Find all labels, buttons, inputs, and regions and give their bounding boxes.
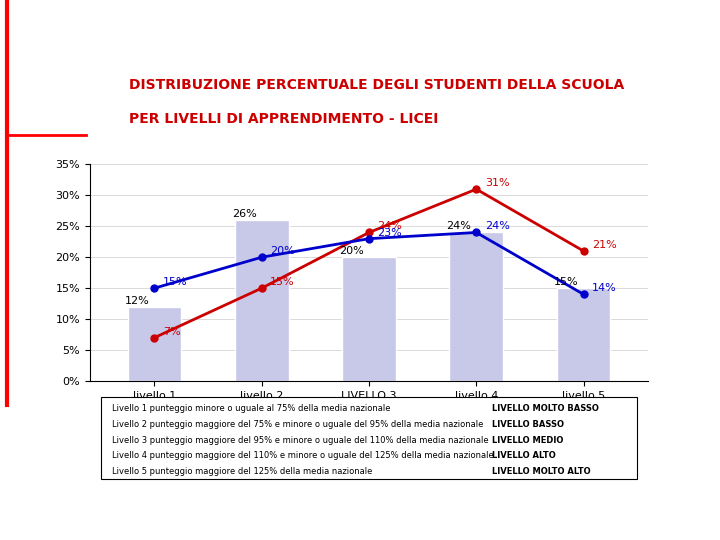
Text: LIVELLO ALTO: LIVELLO ALTO — [492, 451, 556, 460]
Bar — [342, 257, 396, 381]
FancyBboxPatch shape — [101, 396, 637, 479]
Text: Livello 2 punteggio maggiore del 75% e minore o uguale del 95% della media nazio: Livello 2 punteggio maggiore del 75% e m… — [112, 420, 484, 429]
Text: 15%: 15% — [163, 277, 188, 287]
Text: 31%: 31% — [485, 178, 510, 188]
Bar — [127, 307, 181, 381]
Text: LIVELLO MOLTO BASSO: LIVELLO MOLTO BASSO — [492, 404, 598, 414]
Text: Livello 1 punteggio minore o uguale al 75% della media nazionale: Livello 1 punteggio minore o uguale al 7… — [112, 404, 391, 414]
Text: Livello 5 punteggio maggiore del 125% della media nazionale: Livello 5 punteggio maggiore del 125% de… — [112, 467, 373, 476]
Bar — [557, 288, 611, 381]
Text: 24%: 24% — [485, 221, 510, 231]
Bar — [235, 220, 289, 381]
Text: DISTRIBUZIONE PERCENTUALE DEGLI STUDENTI DELLA SCUOLA: DISTRIBUZIONE PERCENTUALE DEGLI STUDENTI… — [129, 78, 624, 92]
Text: PER LIVELLI DI APPRENDIMENTO - LICEI: PER LIVELLI DI APPRENDIMENTO - LICEI — [129, 112, 438, 126]
Text: Livello 4 punteggio maggiore del 110% e minore o uguale del 125% della media naz: Livello 4 punteggio maggiore del 110% e … — [112, 451, 494, 460]
Text: LIVELLO MOLTO ALTO: LIVELLO MOLTO ALTO — [492, 467, 590, 476]
Bar — [449, 233, 503, 381]
Text: 15%: 15% — [554, 277, 578, 287]
Text: 15%: 15% — [270, 277, 295, 287]
Text: 12%: 12% — [125, 295, 149, 306]
Text: 26%: 26% — [232, 209, 256, 219]
Text: 24%: 24% — [446, 221, 471, 231]
Text: 14%: 14% — [593, 284, 617, 293]
Text: Livello 3 punteggio maggiore del 95% e minore o uguale del 110% della media nazi: Livello 3 punteggio maggiore del 95% e m… — [112, 436, 489, 444]
Legend: SCUOLA, LOMBARDIA, Italia: SCUOLA, LOMBARDIA, Italia — [225, 404, 513, 423]
Text: 20%: 20% — [270, 246, 295, 256]
Text: LIVELLO BASSO: LIVELLO BASSO — [492, 420, 564, 429]
Text: 7%: 7% — [163, 327, 181, 336]
Text: 23%: 23% — [377, 227, 402, 238]
Text: 24%: 24% — [377, 221, 402, 231]
Text: 21%: 21% — [593, 240, 617, 250]
Text: LIVELLO MEDIO: LIVELLO MEDIO — [492, 436, 563, 444]
Text: 20%: 20% — [339, 246, 364, 256]
